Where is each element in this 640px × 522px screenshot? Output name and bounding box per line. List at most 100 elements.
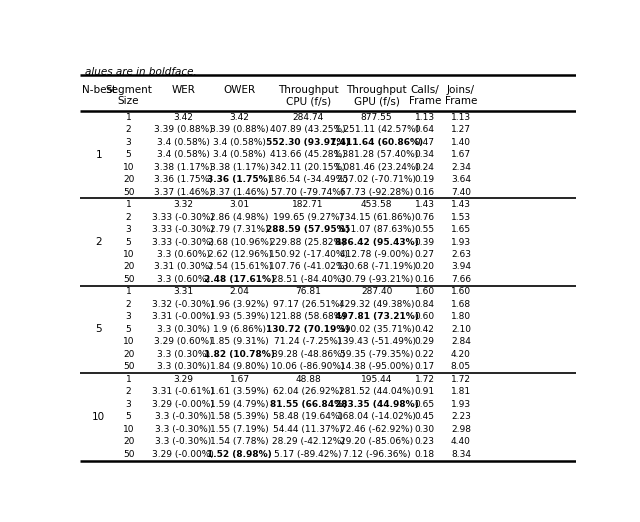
Text: 1.96 (3.92%): 1.96 (3.92%) (211, 300, 269, 309)
Text: 283.35 (44.98%): 283.35 (44.98%) (335, 400, 419, 409)
Text: 0.16: 0.16 (415, 275, 435, 284)
Text: 3.33 (-0.30%): 3.33 (-0.30%) (152, 238, 214, 246)
Text: 0.45: 0.45 (415, 412, 435, 421)
Text: 0.76: 0.76 (415, 212, 435, 221)
Text: 284.74: 284.74 (292, 113, 324, 122)
Text: 5: 5 (95, 325, 102, 335)
Text: 3.3 (0.30%): 3.3 (0.30%) (157, 325, 210, 334)
Text: WER: WER (172, 85, 195, 95)
Text: 1: 1 (125, 200, 131, 209)
Text: 20: 20 (123, 350, 134, 359)
Text: 0.23: 0.23 (415, 437, 435, 446)
Text: 1.43: 1.43 (451, 200, 471, 209)
Text: 413.66 (45.28%): 413.66 (45.28%) (270, 150, 346, 159)
Text: 257.02 (-70.71%): 257.02 (-70.71%) (337, 175, 416, 184)
Text: 71.24 (-7.25%): 71.24 (-7.25%) (275, 337, 342, 347)
Text: Throughput
CPU (f/s): Throughput CPU (f/s) (278, 85, 339, 106)
Text: 2.48 (17.61%): 2.48 (17.61%) (204, 275, 275, 284)
Text: 30.79 (-93.21%): 30.79 (-93.21%) (340, 275, 413, 284)
Text: 50: 50 (123, 275, 134, 284)
Text: 3.31 (-0.00%): 3.31 (-0.00%) (152, 313, 214, 322)
Text: 2.84: 2.84 (451, 337, 471, 347)
Text: 877.55: 877.55 (361, 113, 392, 122)
Text: 2.54 (15.61%): 2.54 (15.61%) (207, 263, 272, 271)
Text: 1.60: 1.60 (451, 288, 471, 296)
Text: 1.68: 1.68 (451, 300, 471, 309)
Text: 2: 2 (95, 237, 102, 247)
Text: Segment
Size: Segment Size (105, 85, 152, 106)
Text: 59.35 (-79.35%): 59.35 (-79.35%) (340, 350, 413, 359)
Text: 0.34: 0.34 (415, 150, 435, 159)
Text: 3.38 (1.17%): 3.38 (1.17%) (154, 162, 212, 172)
Text: 5: 5 (125, 150, 131, 159)
Text: 121.88 (58.68%): 121.88 (58.68%) (270, 313, 346, 322)
Text: 1.81: 1.81 (451, 387, 471, 396)
Text: 10: 10 (92, 412, 106, 422)
Text: 1,251.11 (42.57%): 1,251.11 (42.57%) (335, 125, 419, 134)
Text: 1.72: 1.72 (415, 375, 435, 384)
Text: 3.3 (0.30%): 3.3 (0.30%) (157, 362, 210, 371)
Text: 3.32: 3.32 (173, 200, 193, 209)
Text: 3.29 (-0.00%): 3.29 (-0.00%) (152, 450, 214, 459)
Text: 453.58: 453.58 (361, 200, 392, 209)
Text: 886.42 (95.43%): 886.42 (95.43%) (335, 238, 419, 246)
Text: 1.93: 1.93 (451, 400, 471, 409)
Text: 2.10: 2.10 (451, 325, 471, 334)
Text: Calls/
Frame: Calls/ Frame (408, 85, 441, 106)
Text: 76.81: 76.81 (295, 288, 321, 296)
Text: 1.43: 1.43 (415, 200, 435, 209)
Text: 3.31 (-0.61%): 3.31 (-0.61%) (152, 387, 214, 396)
Text: 10: 10 (123, 425, 134, 434)
Text: 50: 50 (123, 450, 134, 459)
Text: OWER: OWER (223, 85, 256, 95)
Text: 0.29: 0.29 (415, 337, 435, 347)
Text: 429.32 (49.38%): 429.32 (49.38%) (339, 300, 414, 309)
Text: 0.65: 0.65 (415, 400, 435, 409)
Text: 1.53: 1.53 (451, 212, 471, 221)
Text: 1.9 (6.86%): 1.9 (6.86%) (213, 325, 266, 334)
Text: 3.38 (1.17%): 3.38 (1.17%) (211, 162, 269, 172)
Text: 1.93: 1.93 (451, 238, 471, 246)
Text: 7.40: 7.40 (451, 187, 471, 197)
Text: 5: 5 (125, 325, 131, 334)
Text: 3.33 (-0.30%): 3.33 (-0.30%) (152, 212, 214, 221)
Text: 1,411.64 (60.86%): 1,411.64 (60.86%) (330, 138, 423, 147)
Text: 3.3 (-0.30%): 3.3 (-0.30%) (155, 437, 211, 446)
Text: 1.58 (5.39%): 1.58 (5.39%) (211, 412, 269, 421)
Text: 229.88 (25.82%): 229.88 (25.82%) (271, 238, 346, 246)
Text: 7.12 (-96.36%): 7.12 (-96.36%) (343, 450, 410, 459)
Text: 0.91: 0.91 (415, 387, 435, 396)
Text: 81.55 (66.84%): 81.55 (66.84%) (269, 400, 347, 409)
Text: 734.15 (61.86%): 734.15 (61.86%) (339, 212, 415, 221)
Text: 3.39 (0.88%): 3.39 (0.88%) (211, 125, 269, 134)
Text: Joins/
Frame: Joins/ Frame (445, 85, 477, 106)
Text: 57.70 (-79.74%): 57.70 (-79.74%) (271, 187, 345, 197)
Text: 150.92 (-17.40%): 150.92 (-17.40%) (269, 250, 348, 259)
Text: 20: 20 (123, 263, 134, 271)
Text: 412.78 (-9.00%): 412.78 (-9.00%) (340, 250, 413, 259)
Text: 3.37 (1.46%): 3.37 (1.46%) (211, 187, 269, 197)
Text: 0.27: 0.27 (415, 250, 435, 259)
Text: 50: 50 (123, 362, 134, 371)
Text: 3.29: 3.29 (173, 375, 193, 384)
Text: 1.93 (5.39%): 1.93 (5.39%) (211, 313, 269, 322)
Text: 497.81 (73.21%): 497.81 (73.21%) (335, 313, 419, 322)
Text: 3.3 (-0.30%): 3.3 (-0.30%) (155, 425, 211, 434)
Text: 2: 2 (126, 212, 131, 221)
Text: 3.3 (0.30%): 3.3 (0.30%) (157, 350, 210, 359)
Text: 10.06 (-86.90%): 10.06 (-86.90%) (271, 362, 345, 371)
Text: 0.30: 0.30 (415, 425, 435, 434)
Text: 3.3 (0.60%): 3.3 (0.60%) (157, 250, 210, 259)
Text: 3.36 (1.75%): 3.36 (1.75%) (154, 175, 212, 184)
Text: 3.32 (-0.30%): 3.32 (-0.30%) (152, 300, 214, 309)
Text: 1: 1 (125, 288, 131, 296)
Text: 58.48 (19.64%): 58.48 (19.64%) (273, 412, 343, 421)
Text: 3.94: 3.94 (451, 263, 471, 271)
Text: 3.4 (0.58%): 3.4 (0.58%) (157, 138, 210, 147)
Text: 199.65 (9.27%): 199.65 (9.27%) (273, 212, 343, 221)
Text: 0.55: 0.55 (415, 225, 435, 234)
Text: 72.46 (-62.92%): 72.46 (-62.92%) (340, 425, 413, 434)
Text: 10: 10 (123, 337, 134, 347)
Text: 50: 50 (123, 187, 134, 197)
Text: 2: 2 (126, 300, 131, 309)
